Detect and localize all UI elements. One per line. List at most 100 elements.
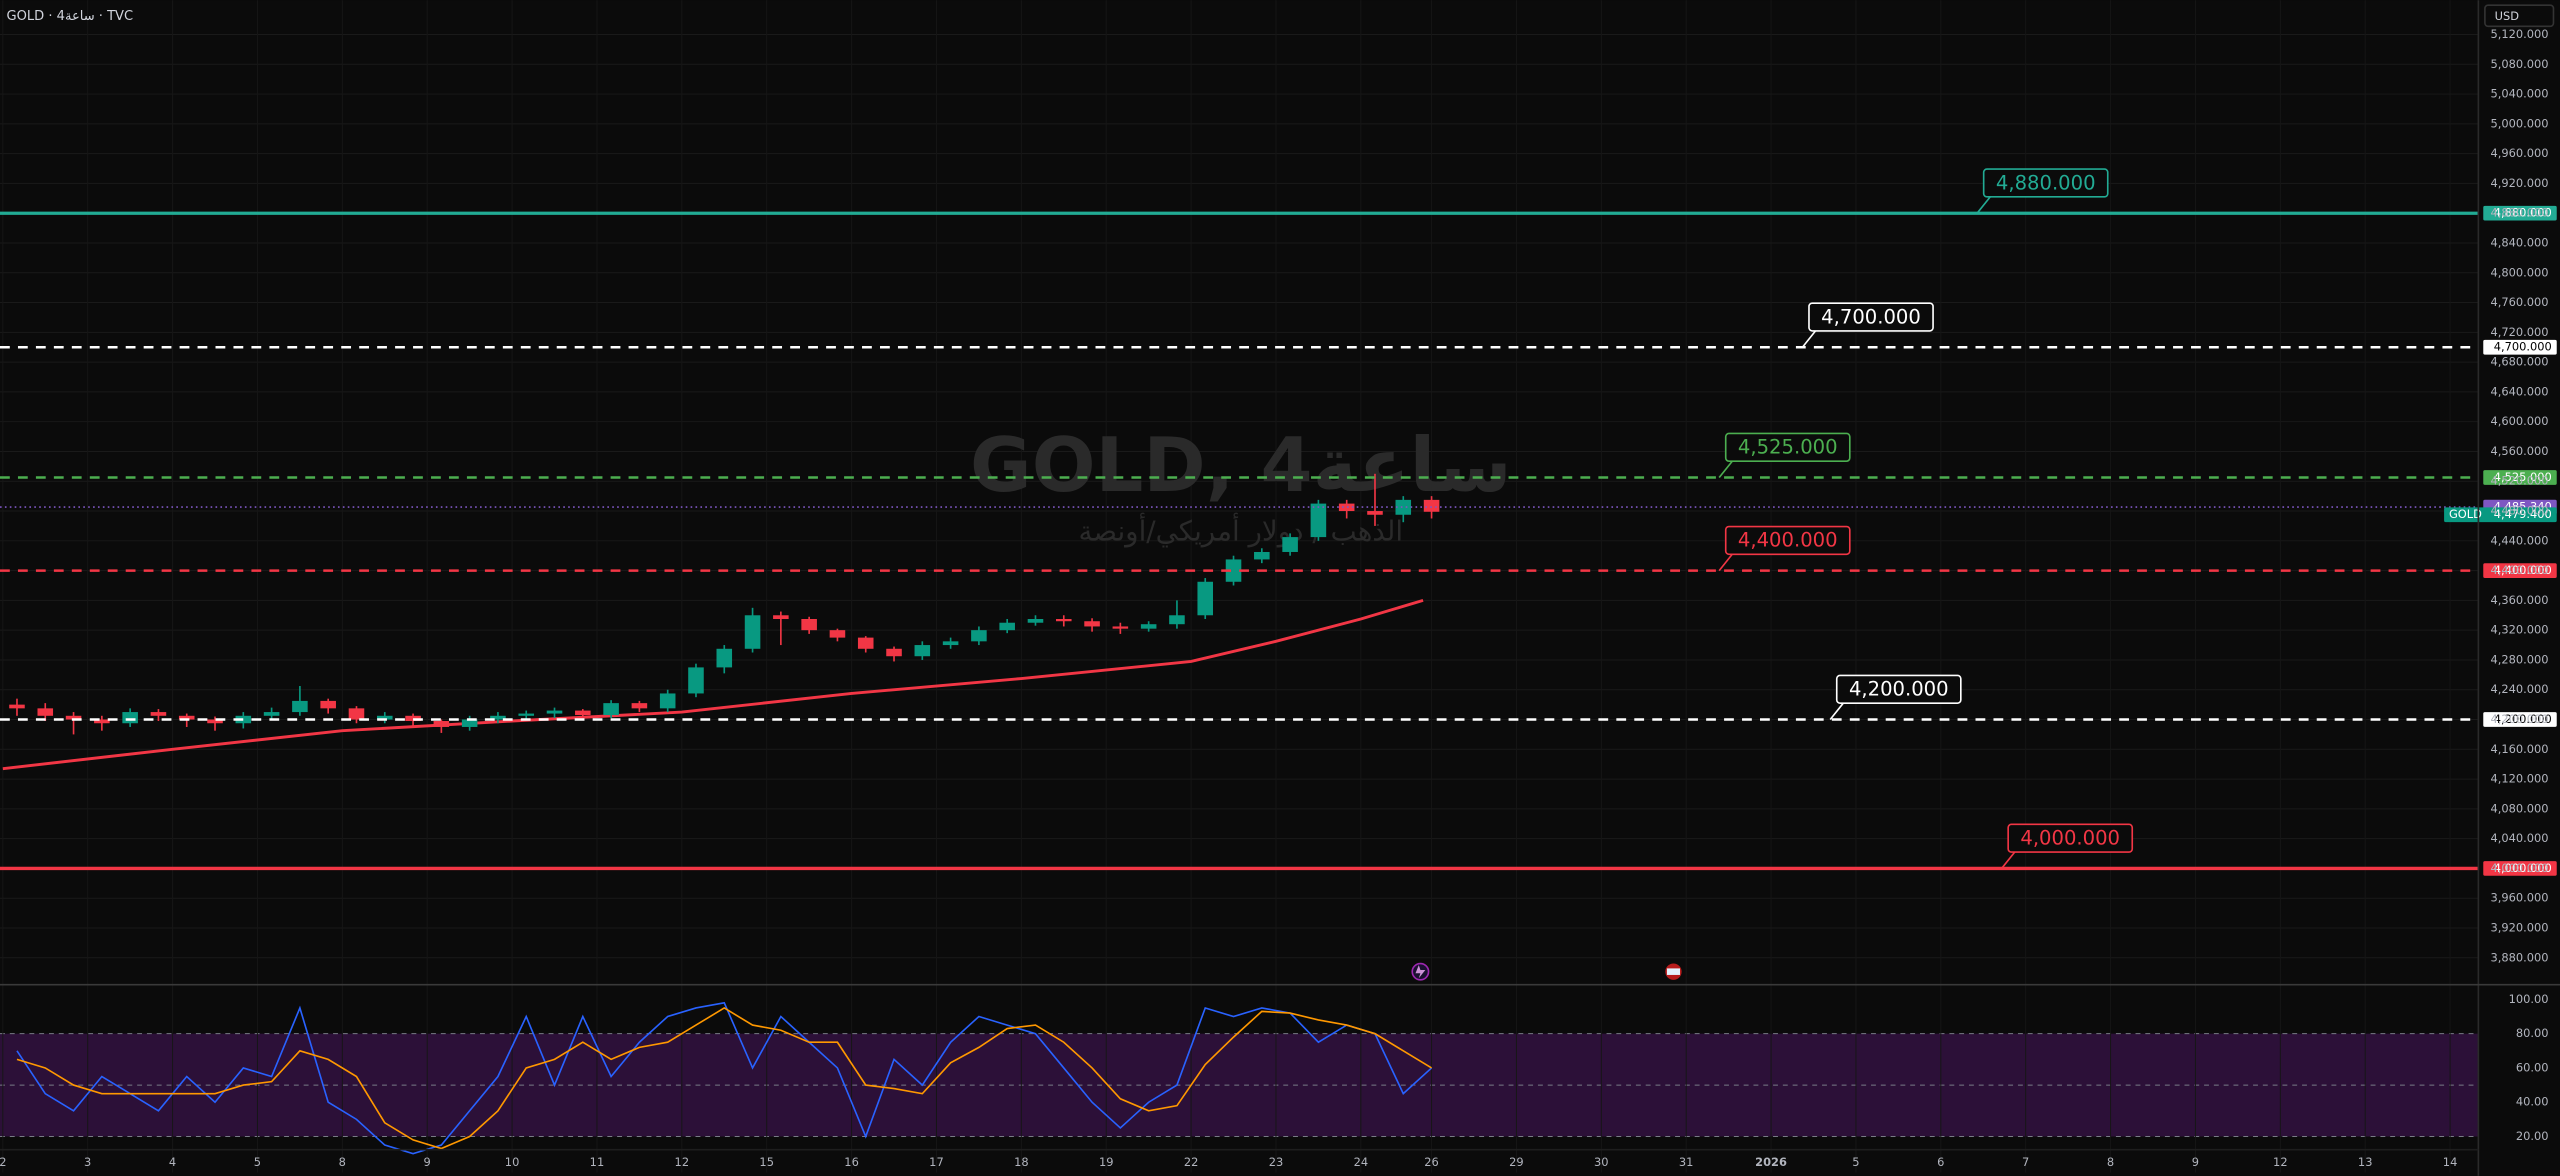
y-tick-label: 4,240.000 xyxy=(2491,682,2549,696)
symbol-title: GOLD · 4ساعة · TVC xyxy=(7,9,134,24)
y-tick-label: 4,800.000 xyxy=(2491,265,2549,279)
y-tick-label: 5,120.000 xyxy=(2491,27,2549,41)
candle-body xyxy=(1112,626,1129,629)
candle-body xyxy=(999,622,1015,631)
x-tick-label: 9 xyxy=(424,1155,431,1169)
level-callout-tail xyxy=(1718,553,1733,572)
candle-body xyxy=(1140,624,1157,629)
x-tick-label: 22 xyxy=(1184,1155,1199,1169)
candle-body xyxy=(744,615,761,649)
event-icon[interactable] xyxy=(1665,963,1682,980)
candle-body xyxy=(461,719,478,727)
level-axis-tag xyxy=(2483,470,2557,485)
candle-body xyxy=(942,641,959,646)
x-tick-label: 14 xyxy=(2443,1155,2458,1169)
last-price-tag xyxy=(2444,507,2557,523)
candle-body xyxy=(235,715,252,724)
level-axis-tag xyxy=(2483,861,2557,876)
x-tick-label: 5 xyxy=(254,1155,261,1169)
level-axis-tag xyxy=(2483,205,2557,221)
level-callout-tail xyxy=(2000,851,2016,869)
level-callout-tail xyxy=(1718,460,1733,479)
candle-body xyxy=(37,708,54,716)
y-tick-label: 4,680.000 xyxy=(2491,355,2549,369)
level-callout xyxy=(1982,168,2109,198)
x-tick-label: 2 xyxy=(0,1155,6,1169)
level-axis-label: 4,200.000 xyxy=(2494,712,2552,726)
y-tick-label: 100.00 xyxy=(2509,992,2549,1006)
y-tick-label: 4,480.000 xyxy=(2491,504,2549,518)
candle-body xyxy=(546,710,563,714)
candle-body xyxy=(1282,537,1298,552)
candle-body xyxy=(122,712,138,724)
oscillator-line xyxy=(16,1007,1432,1150)
candle-body xyxy=(801,618,817,631)
x-tick-label: 11 xyxy=(590,1155,605,1169)
x-tick-label: 16 xyxy=(844,1155,859,1169)
level-callout xyxy=(1724,525,1851,556)
x-tick-label: 24 xyxy=(1354,1155,1369,1169)
x-tick-label: 31 xyxy=(1679,1155,1694,1169)
candle-body xyxy=(886,648,902,657)
y-tick-label: 4,760.000 xyxy=(2491,295,2549,309)
event-icon[interactable] xyxy=(1411,962,1430,981)
y-tick-label: 4,400.000 xyxy=(2491,563,2549,577)
level-callout-tail xyxy=(1829,702,1844,721)
level-axis-label: 4,525.000 xyxy=(2494,470,2552,484)
level-callout-label: 4,200.000 xyxy=(1849,678,1949,701)
candle-body xyxy=(1423,499,1440,512)
y-tick-label: 4,960.000 xyxy=(2491,146,2549,160)
y-tick-label: 60.00 xyxy=(2516,1060,2549,1074)
grid xyxy=(0,0,2479,1173)
candle-body xyxy=(518,713,535,716)
last-price-label: 4,479.400 xyxy=(2494,507,2552,521)
x-tick-label: 8 xyxy=(339,1155,346,1169)
y-tick-label: 40.00 xyxy=(2516,1095,2549,1109)
level-axis-tag xyxy=(2483,339,2557,355)
x-tick-label: 6 xyxy=(1937,1155,1944,1169)
candle-body xyxy=(150,712,167,716)
y-tick-label: 4,720.000 xyxy=(2491,325,2549,339)
level-axis-label: 4,000.000 xyxy=(2494,861,2552,875)
candle-body xyxy=(433,721,450,727)
level-callout-label: 4,880.000 xyxy=(1996,171,2096,194)
y-tick-label: 3,880.000 xyxy=(2491,950,2549,964)
currency-button[interactable] xyxy=(2484,4,2555,28)
level-callout-label: 4,000.000 xyxy=(2020,827,2120,850)
level-callout xyxy=(1808,302,1934,332)
x-tick-label: 30 xyxy=(1594,1155,1609,1169)
x-tick-label: 12 xyxy=(675,1155,690,1169)
x-tick-label: 9 xyxy=(2192,1155,2199,1169)
candle-body xyxy=(1395,499,1412,515)
level-callout xyxy=(1835,674,1962,705)
x-tick-label: 17 xyxy=(929,1155,944,1169)
level-axis-label: 4,700.000 xyxy=(2494,340,2552,354)
candle-body xyxy=(320,700,336,709)
candle-body xyxy=(263,712,280,716)
y-tick-label: 4,640.000 xyxy=(2491,384,2549,398)
x-tick-label: 29 xyxy=(1509,1155,1524,1169)
currency[interactable]: USD xyxy=(2495,9,2520,23)
level-axis-label: 4,880.000 xyxy=(2494,206,2552,220)
level-axis-label: 4,400.000 xyxy=(2494,563,2552,577)
y-tick-label: 80.00 xyxy=(2516,1026,2549,1040)
y-tick-label: 4,160.000 xyxy=(2491,742,2549,756)
y-tick-label: 4,200.000 xyxy=(2491,712,2549,726)
candle-body xyxy=(1027,618,1044,623)
y-tick-label: 4,120.000 xyxy=(2491,772,2549,786)
oscillator-line xyxy=(16,1001,1433,1155)
y-tick-label: 5,000.000 xyxy=(2491,116,2549,130)
x-tick-label: 23 xyxy=(1269,1155,1284,1169)
candle-body xyxy=(490,715,506,720)
last-price-symbol: GOLD xyxy=(2449,507,2482,521)
x-tick-label: 4 xyxy=(169,1155,176,1169)
level-callout-label: 4,700.000 xyxy=(1821,305,1921,328)
y-tick-label: 4,080.000 xyxy=(2491,801,2549,815)
x-tick-label: 2026 xyxy=(1755,1155,1787,1169)
y-tick-label: 4,600.000 xyxy=(2491,414,2549,428)
x-tick-label: 5 xyxy=(1852,1155,1859,1169)
candle-body xyxy=(1367,511,1383,515)
candle-body xyxy=(1338,503,1355,512)
